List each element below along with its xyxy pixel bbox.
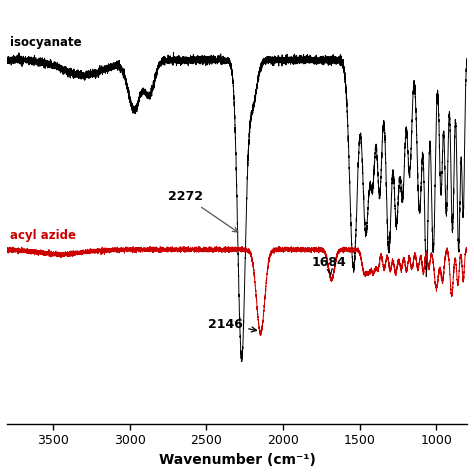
Text: 2272: 2272 [168,190,238,232]
Text: acyl azide: acyl azide [10,229,76,242]
Text: isocyanate: isocyanate [10,36,82,49]
Text: 1684: 1684 [311,256,346,275]
X-axis label: Wavenumber (cm⁻¹): Wavenumber (cm⁻¹) [159,453,315,467]
Text: 2146: 2146 [208,318,256,332]
